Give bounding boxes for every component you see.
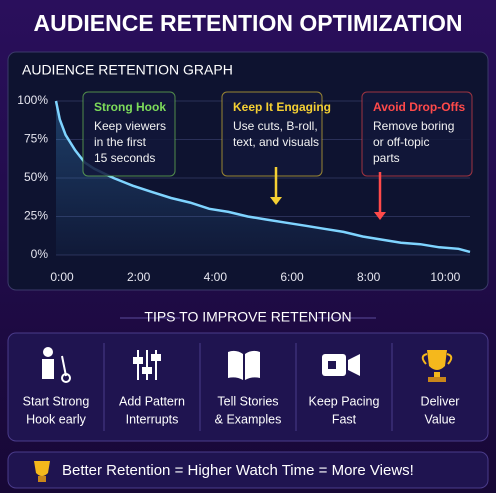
y-tick-label: 100% (17, 93, 48, 107)
tip-label: Value (424, 412, 455, 426)
annotation-box (82, 91, 176, 177)
chart-title: AUDIENCE RETENTION GRAPH (22, 62, 233, 78)
icon (421, 350, 453, 382)
x-tick-label: 2:00 (127, 270, 151, 284)
plot: 0% 25% 50% 75% 100% 0:00 2:00 4:00 6:00 8:00 10:00… (17, 91, 473, 284)
x-tick-label: 0:00 (50, 270, 74, 284)
icon (133, 350, 161, 380)
tip-label: Hook early (26, 412, 86, 426)
line-area (56, 101, 470, 255)
tip-label: Interrupts (126, 412, 179, 426)
arrow-head (374, 212, 386, 220)
tip-label: Keep Pacing (309, 394, 380, 408)
tip-label: Tell Stories (217, 394, 278, 408)
annotation-title: Avoid Drop-Offs (373, 100, 466, 114)
annotation-line: Use cuts, B-roll, (233, 119, 318, 133)
tip-label: Start Strong (23, 394, 90, 408)
annotation-box (221, 91, 323, 177)
footer-panel (7, 451, 489, 489)
tips: Start Strong Hook early Add Pattern Interru… (23, 343, 460, 431)
icon (322, 354, 360, 376)
x-tick-label: 6:00 (280, 270, 304, 284)
x-tick-label: 8:00 (357, 270, 381, 284)
tip-label: & Examples (215, 412, 282, 426)
annotation-line: Remove boring (373, 119, 454, 133)
annotation-box (361, 91, 473, 177)
tip-label: Add Pattern (119, 394, 185, 408)
tip-label: Deliver (421, 394, 460, 408)
annotation-line: parts (373, 151, 400, 165)
arrow-head (270, 197, 282, 205)
annotation-line: text, and visuals (233, 135, 319, 149)
tip-label: Fast (332, 412, 357, 426)
annotation-line: 15 seconds (94, 151, 155, 165)
page-title: AUDIENCE RETENTION OPTIMIZATION (34, 10, 463, 36)
annotation-line: in the first (94, 135, 147, 149)
y-tick-label: 25% (24, 209, 48, 223)
trophy-icon (34, 461, 50, 482)
annotation-line: Keep viewers (94, 119, 166, 133)
y-tick-label: 50% (24, 170, 48, 184)
annotation-line: or off-topic (373, 135, 429, 149)
tips-title: TIPS TO IMPROVE RETENTION (144, 309, 351, 325)
annotation-title: Strong Hook (94, 100, 166, 114)
icon (228, 350, 260, 380)
icon (42, 347, 71, 383)
x-tick-label: 4:00 (204, 270, 228, 284)
x-tick-label: 10:00 (430, 270, 460, 284)
annotation-title: Keep It Engaging (233, 100, 331, 114)
y-tick-label: 75% (24, 132, 48, 146)
y-tick-label: 0% (31, 247, 49, 261)
tips-panel (7, 332, 489, 442)
footer-text: Better Retention = Higher Watch Time = M… (62, 462, 414, 479)
